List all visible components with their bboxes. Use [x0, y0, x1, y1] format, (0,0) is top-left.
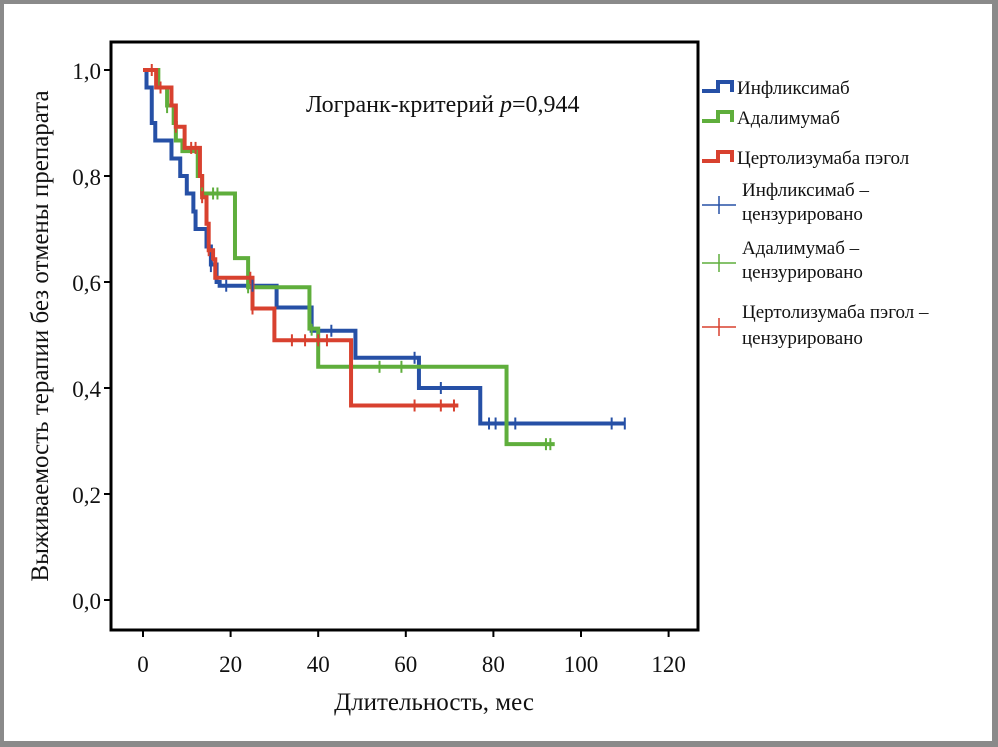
- legend-item-5: Цертолизумаба пэгол – цензурировано: [702, 302, 929, 349]
- legend-label: Инфликсимаб: [737, 78, 850, 99]
- km-curve-0: [143, 68, 625, 426]
- legend-item-1: Адалимумаб: [702, 108, 840, 129]
- x-tick-label: 20: [219, 652, 242, 677]
- y-tick-label: 0,4: [72, 377, 101, 402]
- legend-item-2: Цертолизумаба пэгол: [702, 148, 910, 169]
- logrank-annotation: Логранк-критерий p=0,944: [306, 92, 580, 118]
- curves: [143, 68, 625, 447]
- annotation-value: =0,944: [512, 92, 580, 118]
- x-tick-label: 60: [394, 652, 417, 677]
- y-axis-label: Выживаемость терапии без отмены препарат…: [27, 90, 54, 581]
- legend-item-0: Инфликсимаб: [702, 78, 850, 99]
- legend: Инфликсимаб Адалимумаб Цертолизумаба пэгол…: [702, 78, 929, 349]
- legend-label: Адалимумаб: [737, 108, 840, 129]
- y-tick-label: 0,8: [72, 165, 101, 190]
- x-tick-label: 120: [651, 652, 686, 677]
- x-axis-label: Длительность, мес: [334, 689, 534, 716]
- km-chart: 0 20 40 60 80 100 120 0,0 0,2 0,4 0,6 0,8 1,0 Логран…: [27, 40, 929, 716]
- annotation-prefix: Логранк-критерий: [306, 92, 500, 118]
- x-tick-label: 100: [564, 652, 599, 677]
- plot-frame: [109, 40, 700, 632]
- legend-label-line2: цензурировано: [742, 328, 863, 349]
- x-tick-label: 40: [307, 652, 330, 677]
- legend-label: Инфликсимаб –: [742, 180, 869, 201]
- legend-label-line2: цензурировано: [742, 262, 863, 283]
- legend-line-swatch: [702, 80, 734, 93]
- km-curve-1: [143, 68, 555, 447]
- y-tick-label: 0,0: [72, 589, 101, 614]
- legend-item-4: Адалимумаб – цензурировано: [702, 238, 863, 283]
- legend-label: Цертолизумаба пэгол –: [742, 302, 929, 323]
- y-tick-label: 0,6: [72, 271, 101, 296]
- axes: 0 20 40 60 80 100 120 0,0 0,2 0,4 0,6 0,8 1,0: [72, 40, 700, 677]
- x-tick-label: 0: [137, 652, 149, 677]
- legend-line-swatch: [702, 110, 734, 123]
- annotation-p: p: [498, 92, 512, 118]
- censor-marks: [150, 64, 626, 451]
- legend-line-swatch: [702, 150, 734, 163]
- x-tick-label: 80: [482, 652, 505, 677]
- legend-label: Цертолизумаба пэгол: [737, 148, 910, 169]
- legend-item-3: Инфликсимаб – цензурировано: [702, 180, 869, 225]
- figure-page: 0 20 40 60 80 100 120 0,0 0,2 0,4 0,6 0,8 1,0 Логран…: [4, 4, 992, 741]
- km-curve-2: [143, 68, 459, 408]
- legend-label: Адалимумаб –: [742, 238, 860, 259]
- y-tick-label: 1,0: [72, 59, 101, 84]
- legend-label-line2: цензурировано: [742, 204, 863, 225]
- y-tick-label: 0,2: [72, 483, 101, 508]
